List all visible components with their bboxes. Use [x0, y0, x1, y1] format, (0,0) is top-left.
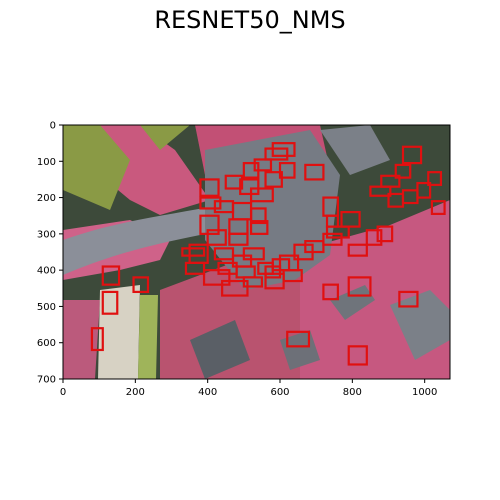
x-tick-label: 800 [343, 387, 362, 398]
y-tick-label: 500 [37, 302, 56, 313]
building-roof [190, 320, 250, 379]
building-roof [320, 125, 390, 175]
detection-box [242, 162, 260, 179]
detection-box [340, 210, 361, 228]
detection-box [184, 261, 206, 275]
detection-box [199, 178, 220, 197]
y-tick-label: 600 [37, 338, 56, 349]
y-tick-label: 300 [37, 229, 56, 240]
x-tick-label: 1000 [412, 387, 437, 398]
detection-box [249, 220, 269, 235]
detection-box [322, 232, 343, 246]
detection-box [347, 243, 368, 257]
building-roof [140, 125, 190, 150]
x-axis: 0 200 400 600 800 1000 [60, 379, 437, 398]
detection-box [199, 196, 222, 210]
building-roof [138, 295, 158, 379]
x-tick-label: 400 [198, 387, 217, 398]
detection-box [101, 290, 119, 315]
detection-box [304, 163, 325, 181]
detection-box [380, 174, 401, 188]
detection-box [90, 327, 104, 352]
detection-box [249, 187, 274, 203]
detection-box [242, 247, 265, 261]
detection-box [376, 225, 394, 243]
detection-box [401, 145, 423, 165]
detection-box [202, 269, 231, 286]
detection-box [416, 181, 432, 199]
y-tick-label: 200 [37, 193, 56, 204]
y-tick-label: 700 [37, 375, 56, 386]
detection-box [430, 200, 446, 215]
x-tick-label: 600 [270, 387, 289, 398]
axes-frame [62, 124, 451, 380]
building-roof [98, 285, 140, 379]
x-tick-label: 0 [60, 387, 66, 398]
detection-box [181, 247, 206, 257]
detection-box [322, 196, 339, 217]
detection-box [249, 207, 267, 225]
detection-box [264, 265, 282, 279]
detection-box [239, 178, 260, 196]
detection-box [322, 283, 339, 301]
detection-box [427, 171, 443, 186]
detection-box [264, 147, 289, 161]
building-roof [63, 125, 130, 210]
detection-box [304, 240, 325, 254]
detection-box [213, 247, 235, 261]
y-tick-label: 400 [37, 266, 56, 277]
figure-title: RESNET50_NMS [154, 6, 346, 34]
detection-box [286, 330, 311, 348]
detection-box [242, 276, 264, 288]
detection-box [101, 265, 121, 286]
detection-boxes [90, 142, 446, 366]
detection-box [221, 279, 249, 297]
y-axis: 0 100 200 300 400 500 600 700 [37, 121, 63, 386]
y-tick-label: 0 [50, 121, 56, 132]
x-tick-label: 200 [126, 387, 145, 398]
detection-box [206, 229, 227, 246]
detection-box [347, 276, 372, 297]
detection-box [264, 171, 283, 188]
detection-box [224, 174, 244, 190]
detection-box [394, 163, 412, 179]
detection-box [228, 232, 249, 246]
detection-box [365, 229, 383, 246]
y-tick-label: 100 [37, 157, 56, 168]
building-roof [330, 285, 375, 320]
vegetation-area [63, 300, 100, 379]
detection-box [253, 158, 273, 172]
detection-box [347, 345, 368, 366]
detection-box [282, 269, 303, 283]
detection-box [278, 162, 296, 179]
detection-box [398, 290, 419, 308]
detection-box [199, 214, 220, 235]
detection-box [217, 261, 238, 275]
detection-box [132, 276, 150, 294]
